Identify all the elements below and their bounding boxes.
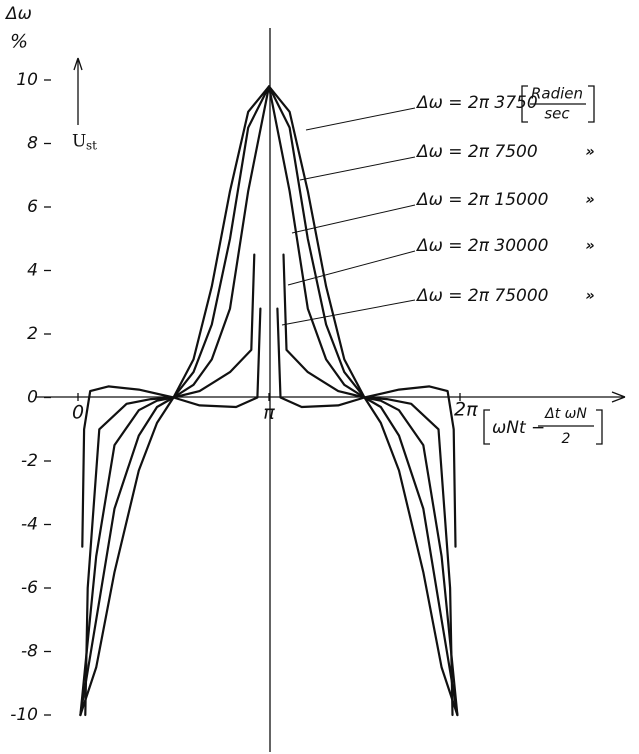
x-label-den: 2 xyxy=(562,431,571,447)
y-tick-label: -2 xyxy=(21,451,38,471)
bracket xyxy=(521,85,528,123)
y-tick-label: -4 xyxy=(21,515,38,535)
x-tick-label: 0 xyxy=(72,402,84,424)
curve xyxy=(79,85,459,717)
y-unit: % xyxy=(10,31,28,53)
x-tick-label: 2π xyxy=(454,399,478,421)
leader-line xyxy=(305,107,416,131)
arrow-head xyxy=(73,57,83,71)
unit-den: sec xyxy=(544,105,570,123)
leader-line xyxy=(287,250,416,286)
ditto-mark: » xyxy=(585,144,594,160)
ditto-mark: » xyxy=(585,288,594,304)
y-tick-label: 2 xyxy=(27,324,38,344)
legend-label: Δω = 2π 75000 xyxy=(415,286,548,306)
bracket xyxy=(596,409,603,445)
leader-line xyxy=(291,204,416,234)
curve xyxy=(81,307,457,548)
leader-line xyxy=(281,299,416,326)
legend-label: Δω = 2π 3750 xyxy=(415,93,538,113)
y-tick-label: 10 xyxy=(16,70,38,90)
ditto-mark: » xyxy=(585,238,594,254)
y-tick-label: 6 xyxy=(27,197,38,217)
legend-label: Δω = 2π 30000 xyxy=(415,236,548,256)
y-tick-label: -8 xyxy=(21,642,38,662)
curve xyxy=(84,253,454,717)
x-tick-label: π xyxy=(263,402,275,424)
bracket xyxy=(588,85,595,123)
y-tick-label: -6 xyxy=(21,578,38,598)
bracket xyxy=(483,409,490,445)
x-label-num: Δt ωN xyxy=(544,406,587,422)
y-tick-label: 8 xyxy=(27,134,38,154)
unit-num: Radien xyxy=(531,85,583,103)
y-tick-label: 4 xyxy=(27,261,38,281)
x-axis-arrow xyxy=(611,391,626,403)
annotation-sub: st xyxy=(86,139,97,153)
y-label: Δω xyxy=(4,4,32,24)
annotation: U xyxy=(72,132,86,152)
ditto-mark: » xyxy=(585,192,594,208)
y-tick-label: 0 xyxy=(27,388,38,408)
leader-line xyxy=(299,156,416,181)
y-tick-label: -10 xyxy=(10,705,38,725)
legend-label: Δω = 2π 15000 xyxy=(415,190,548,210)
x-label: ωNt − xyxy=(492,418,545,438)
legend-label: Δω = 2π 7500 xyxy=(415,142,538,162)
